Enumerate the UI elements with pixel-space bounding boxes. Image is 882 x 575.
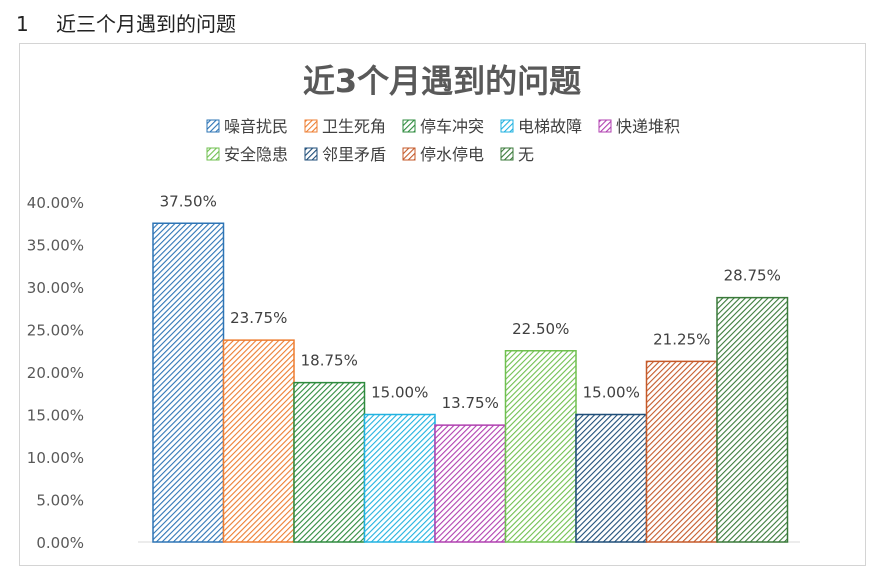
legend-label: 停水停电 (420, 145, 484, 164)
legend-swatch (402, 119, 416, 133)
legend-swatch (500, 119, 514, 133)
data-label: 22.50% (512, 320, 569, 338)
bar (716, 296, 789, 543)
bar (434, 424, 507, 543)
data-label: 28.75% (724, 267, 781, 285)
section-number: 1 (16, 12, 29, 36)
y-tick-label: 20.00% (27, 364, 84, 382)
chart-area: 近3个月遇到的问题 噪音扰民 卫生死角 停车冲突 电梯故障 快递堆积安全隐患 邻里矛盾 停水停… (19, 43, 866, 566)
legend-swatch (206, 119, 220, 133)
bar (363, 413, 436, 543)
legend-swatch (500, 147, 514, 161)
legend-label: 停车冲突 (420, 117, 484, 136)
data-label: 37.50% (160, 192, 217, 210)
legend-swatch (598, 119, 612, 133)
y-tick-label: 35.00% (27, 237, 84, 255)
data-label: 21.25% (653, 330, 710, 348)
y-tick-label: 10.00% (27, 449, 84, 467)
data-label: 23.75% (230, 309, 287, 327)
y-tick-label: 0.00% (36, 534, 84, 552)
y-tick-label: 30.00% (27, 279, 84, 297)
bar (152, 222, 225, 543)
legend-label: 安全隐患 (224, 145, 288, 164)
legend-label: 噪音扰民 (224, 117, 288, 136)
section-title: 近三个月遇到的问题 (56, 12, 236, 36)
bar (575, 413, 648, 543)
section-heading: 1 近三个月遇到的问题 (16, 8, 236, 37)
y-tick-label: 5.00% (36, 492, 84, 510)
data-label: 13.75% (442, 394, 499, 412)
y-tick-label: 40.00% (27, 194, 84, 212)
bar (222, 339, 295, 543)
y-tick-label: 15.00% (27, 407, 84, 425)
legend-label: 卫生死角 (322, 117, 386, 136)
legend-swatch (304, 119, 318, 133)
bar (293, 381, 366, 543)
legend-label: 邻里矛盾 (322, 145, 386, 164)
legend-label: 无 (518, 145, 534, 164)
y-tick-label: 25.00% (27, 322, 84, 340)
data-label: 15.00% (583, 384, 640, 402)
legend-label: 电梯故障 (518, 117, 582, 136)
legend-label: 快递堆积 (616, 117, 680, 136)
bar (504, 350, 577, 543)
data-label: 18.75% (301, 352, 358, 370)
legend-swatch (206, 147, 220, 161)
data-label: 15.00% (371, 384, 428, 402)
legend-swatch (402, 147, 416, 161)
chart-title: 近3个月遇到的问题 (303, 62, 581, 100)
bar (645, 360, 718, 543)
legend-swatch (304, 147, 318, 161)
